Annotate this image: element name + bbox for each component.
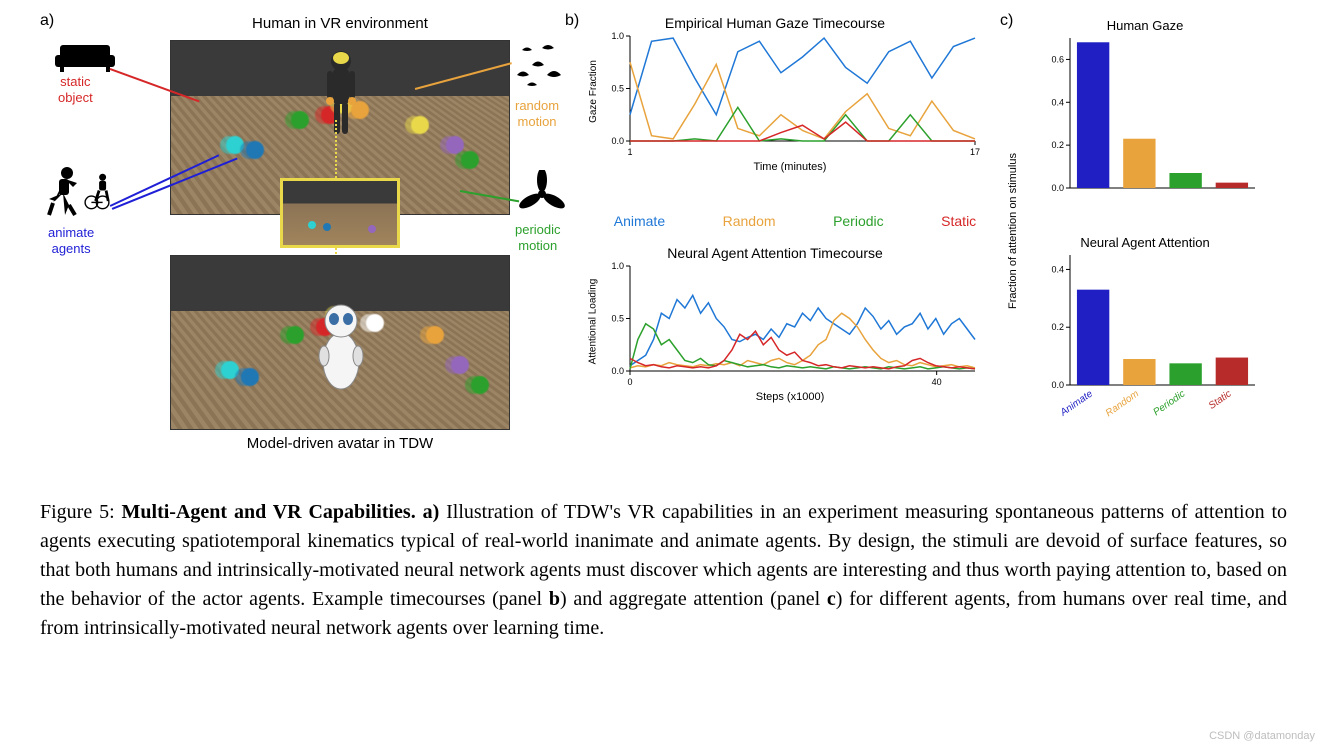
svg-text:Random: Random	[1104, 388, 1141, 419]
chart2-svg: 0.0 0.5 1.0 0 40	[600, 261, 980, 391]
caption-a: a)	[423, 501, 440, 523]
svg-text:Static: Static	[1207, 388, 1234, 411]
caption-text2: ) and aggregate attention (panel	[560, 588, 820, 610]
svg-text:0.0: 0.0	[611, 366, 624, 376]
birds-icon	[512, 40, 567, 90]
chart1-title: Empirical Human Gaze Timecourse	[565, 15, 985, 31]
svg-text:0: 0	[627, 377, 632, 387]
panel-a-title-bottom: Model-driven avatar in TDW	[170, 435, 510, 452]
panel-b: b) Empirical Human Gaze Timecourse Gaze …	[565, 10, 985, 470]
chart2-ylabel: Attentional Loading	[587, 279, 598, 365]
svg-text:Animate: Animate	[1058, 388, 1096, 419]
svg-text:1.0: 1.0	[611, 31, 624, 41]
stimulus-blob	[291, 111, 309, 129]
scene-model-avatar	[170, 255, 510, 430]
fan-icon	[518, 170, 566, 218]
chart-neural-attention: Attentional Loading 0.00.51.0040	[600, 261, 980, 391]
chart1-svg: 0.0 0.5 1.0 1 17	[600, 31, 980, 161]
stimulus-blob	[426, 326, 444, 344]
legend-item: Animate	[614, 213, 665, 229]
stimulus-blob	[226, 136, 244, 154]
svg-text:0.6: 0.6	[1051, 54, 1064, 64]
label-random: random motion	[515, 98, 559, 129]
watermark: CSDN @datamonday	[1209, 730, 1315, 742]
legend-item: Static	[941, 213, 976, 229]
svg-text:0.0: 0.0	[1051, 380, 1064, 390]
runners-icon	[45, 165, 125, 220]
chart-human-gaze: Gaze Fraction 0.00.51.0117	[600, 31, 980, 161]
svg-text:Periodic: Periodic	[1151, 388, 1187, 418]
figure-caption: Figure 5: Multi-Agent and VR Capabilitie…	[40, 498, 1287, 643]
panel-a-label: a)	[40, 12, 54, 30]
label-periodic: periodic motion	[515, 222, 561, 253]
inset-frame	[280, 178, 400, 248]
caption-figno: Figure 5:	[40, 501, 115, 523]
bar2-svg: 0.0 0.2 0.4 Animate Random Periodic Static	[1040, 250, 1260, 420]
panel-a: a) Human in VR environment	[40, 10, 550, 470]
chart1-ylabel: Gaze Fraction	[588, 60, 599, 123]
stimulus-blob	[461, 151, 479, 169]
chart2-xlabel: Steps (x1000)	[600, 391, 980, 403]
stimulus-blob	[241, 368, 259, 386]
couch-icon	[55, 40, 115, 72]
figure-panels: a) Human in VR environment	[40, 10, 1287, 470]
bar1-svg: 0.0 0.2 0.4 0.6	[1040, 33, 1260, 203]
svg-text:0.4: 0.4	[1051, 97, 1064, 107]
stimulus-blob	[221, 361, 239, 379]
svg-text:0.0: 0.0	[1051, 183, 1064, 193]
stimulus-blob	[286, 326, 304, 344]
caption-b: b	[549, 588, 560, 610]
chart2-title: Neural Agent Attention Timecourse	[565, 245, 985, 261]
legend-item: Random	[723, 213, 776, 229]
legend: Animate Random Periodic Static	[585, 213, 1005, 229]
svg-text:0.2: 0.2	[1051, 140, 1064, 150]
svg-text:0.5: 0.5	[611, 314, 624, 324]
inset-connector	[335, 120, 337, 178]
svg-text:0.2: 0.2	[1051, 322, 1064, 332]
stimulus-blob	[446, 136, 464, 154]
human-avatar-icon	[321, 49, 361, 139]
panel-a-title-top: Human in VR environment	[170, 15, 510, 32]
svg-text:0.5: 0.5	[611, 84, 624, 94]
chart1-xlabel: Time (minutes)	[600, 161, 980, 173]
robot-avatar-icon	[316, 301, 366, 396]
svg-text:17: 17	[970, 147, 980, 157]
panel-c: c) Fraction of attention on stimulus Hum…	[1000, 10, 1260, 470]
svg-text:0.4: 0.4	[1051, 264, 1064, 274]
caption-c: c	[827, 588, 836, 610]
caption-title: Multi-Agent and VR Capabilities.	[122, 501, 416, 523]
label-static: static object	[58, 74, 93, 105]
bar2-title: Neural Agent Attention	[1030, 235, 1260, 250]
svg-text:1.0: 1.0	[611, 261, 624, 271]
svg-text:1: 1	[627, 147, 632, 157]
stimulus-blob	[411, 116, 429, 134]
svg-text:40: 40	[932, 377, 942, 387]
bar1-title: Human Gaze	[1030, 18, 1260, 33]
stimulus-blob	[366, 314, 384, 332]
legend-item: Periodic	[833, 213, 884, 229]
svg-text:0.0: 0.0	[611, 136, 624, 146]
stimulus-blob	[451, 356, 469, 374]
stimulus-blob	[246, 141, 264, 159]
stimulus-blob	[471, 376, 489, 394]
barchart-neural: 0.0 0.2 0.4 Animate Random Periodic Static	[1040, 250, 1260, 420]
label-animate: animate agents	[48, 225, 94, 256]
barchart-human: 0.0 0.2 0.4 0.6	[1040, 33, 1260, 203]
